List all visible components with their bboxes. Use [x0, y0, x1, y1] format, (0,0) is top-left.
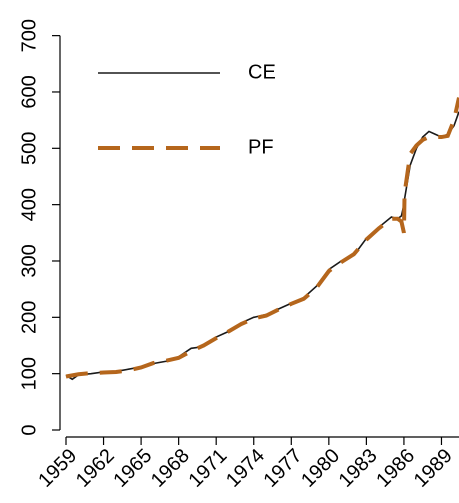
y-tick-label: 0 — [18, 424, 40, 435]
x-tick-label: 1977 — [260, 445, 307, 492]
x-tick-label: 1968 — [147, 445, 194, 492]
x-tick-label: 1959 — [34, 445, 81, 492]
y-tick-label: 700 — [18, 19, 40, 52]
x-tick-label: 1980 — [297, 445, 344, 492]
legend-label: PF — [248, 136, 274, 158]
x-tick-label: 1971 — [184, 445, 231, 492]
x-tick-label: 1962 — [72, 445, 119, 492]
x-tick-label: 1965 — [109, 445, 156, 492]
y-tick-label: 500 — [18, 132, 40, 165]
x-tick-label: 1989 — [410, 445, 457, 492]
y-tick-label: 200 — [18, 301, 40, 334]
y-tick-label: 600 — [18, 75, 40, 108]
plot-area — [65, 97, 459, 381]
x-tick-label: 1983 — [335, 445, 382, 492]
x-tick-label: 1986 — [372, 445, 419, 492]
y-tick-label: 400 — [18, 188, 40, 221]
x-tick-label: 1974 — [222, 445, 269, 492]
y-tick-label: 300 — [18, 244, 40, 277]
data-line — [65, 97, 459, 379]
legend-label: CE — [248, 61, 276, 83]
y-tick-label: 100 — [18, 357, 40, 390]
